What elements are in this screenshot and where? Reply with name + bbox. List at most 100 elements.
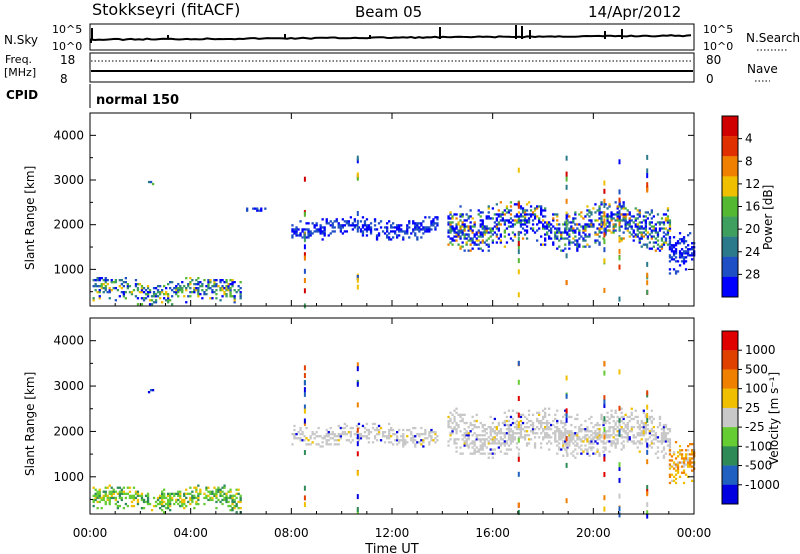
range-cell: [150, 295, 154, 298]
range-cell: [353, 220, 356, 223]
noise-left-label: N.Sky: [4, 33, 38, 47]
range-cell: [420, 236, 423, 239]
range-cell: [533, 446, 537, 449]
range-cell: [606, 229, 609, 232]
range-cell: [620, 426, 623, 429]
freq-panel-frame: [89, 52, 695, 83]
range-cell: [171, 281, 174, 284]
range-cell: [436, 435, 439, 438]
range-cell: [499, 438, 502, 441]
range-cell: [455, 231, 458, 234]
streak-cell: [517, 236, 520, 242]
range-cell: [195, 488, 198, 491]
range-cell: [666, 428, 670, 431]
range-cell: [223, 287, 226, 290]
range-cell: [187, 283, 190, 286]
range-cell: [515, 423, 519, 427]
range-cell: [554, 227, 557, 230]
range-cell: [678, 252, 682, 255]
range-cell: [642, 434, 645, 437]
range-cell: [540, 209, 543, 212]
range-cell: [614, 444, 617, 447]
range-cell: [540, 426, 543, 429]
range-cell: [564, 448, 567, 451]
range-cell: [367, 228, 371, 231]
range-cell: [658, 221, 662, 224]
streak-cell: [618, 197, 621, 203]
range-cell: [644, 233, 647, 236]
range-cell: [124, 492, 127, 495]
range-cell: [467, 436, 470, 439]
range-cell: [546, 442, 549, 445]
range-cell: [341, 433, 344, 436]
range-cell: [689, 443, 692, 446]
range-cell: [576, 245, 579, 248]
range-cell: [652, 241, 655, 244]
range-cell: [132, 494, 136, 497]
range-cell: [379, 439, 383, 442]
range-cell: [630, 225, 633, 228]
range-cell: [291, 234, 294, 237]
range-cell: [430, 224, 433, 227]
velocity-cells: [92, 360, 696, 519]
range-cell: [578, 243, 581, 246]
range-cell: [620, 434, 623, 437]
range-cell: [463, 229, 466, 232]
range-cell: [507, 436, 511, 439]
range-cell: [128, 486, 132, 489]
streak-cell: [646, 168, 649, 174]
range-cell: [684, 260, 688, 263]
range-cell: [644, 229, 647, 232]
range-cell: [416, 222, 419, 225]
range-cell: [564, 423, 567, 427]
range-cell: [239, 295, 242, 298]
range-cell: [343, 426, 346, 430]
range-cell: [572, 229, 575, 232]
range-cell: [414, 226, 417, 229]
range-cell: [221, 285, 224, 288]
range-cell: [317, 230, 320, 233]
range-cell: [491, 448, 494, 451]
range-cell: [451, 432, 454, 435]
range-cell: [542, 243, 545, 246]
range-cell: [424, 433, 427, 436]
range-cell: [598, 213, 601, 216]
range-cell: [319, 228, 322, 231]
range-cell: [674, 252, 678, 255]
range-cell: [323, 435, 326, 438]
range-cell: [556, 428, 559, 431]
range-cell: [540, 421, 543, 425]
range-cell: [229, 490, 232, 493]
range-cell: [687, 459, 690, 462]
range-cell: [614, 428, 617, 431]
range-cell: [682, 469, 686, 472]
range-cell: [451, 413, 454, 416]
range-cell: [568, 235, 571, 238]
range-cell: [662, 446, 666, 449]
range-cell: [558, 438, 561, 441]
range-cell: [670, 246, 674, 249]
range-cell: [511, 436, 515, 439]
range-cell: [503, 229, 506, 232]
range-cell: [459, 245, 462, 248]
range-cell: [412, 230, 415, 233]
range-cell: [558, 231, 561, 234]
range-cell: [130, 494, 134, 497]
range-cell: [414, 445, 417, 448]
range-cell: [297, 437, 300, 440]
range-cell: [684, 453, 688, 456]
range-cell: [373, 224, 377, 227]
range-cell: [574, 434, 577, 437]
range-cell: [501, 442, 504, 445]
range-cell: [420, 439, 423, 442]
range-cell: [418, 222, 421, 225]
range-cell: [521, 211, 525, 214]
range-cell: [325, 443, 328, 446]
range-cell: [181, 500, 184, 504]
range-cell: [507, 209, 511, 212]
range-cell: [544, 227, 547, 230]
colorbar-segment: [722, 350, 738, 370]
range-cell: [461, 223, 464, 226]
streak-cell: [517, 167, 520, 173]
range-cell: [110, 490, 113, 493]
